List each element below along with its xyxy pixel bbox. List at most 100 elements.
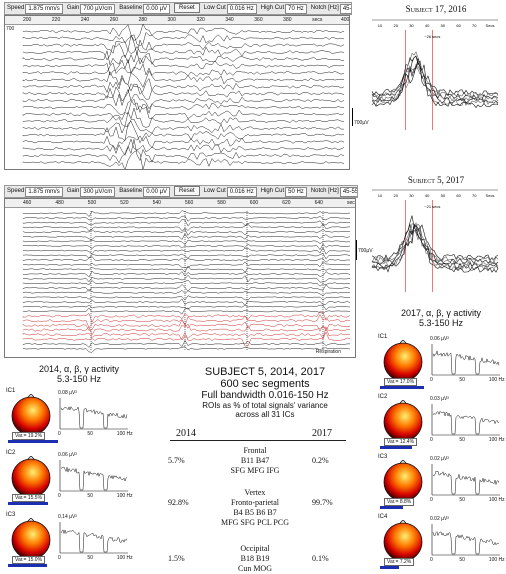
ruler-tick: secs [312,17,323,23]
eeg-trace [22,42,345,61]
spectrum-scale: 0.14 µV² [58,514,78,520]
eeg-trace [22,323,351,336]
time-tick: 50 [441,193,446,198]
scalp-map [383,460,423,502]
roi-subname: Fronto-parietal [231,498,279,507]
ic-label: IC1 [378,334,388,340]
notch-select[interactable]: 45-55 & 95-105 [339,3,351,14]
spectrum-scale: 0.06 µV² [58,452,78,458]
baseline-control[interactable]: Baseline 0.00 µV [119,3,171,14]
notch-select-2[interactable]: 45-55 & 95-105 [339,186,357,197]
speed-select[interactable]: 1.875 mm/s [25,3,63,14]
waveform-trace [371,63,499,103]
spectrum-axis-label: 50 [459,377,465,383]
baseline-input[interactable]: 0.00 µV [143,3,171,14]
eeg-trace [22,261,351,269]
ruler-tick: 600 [249,200,259,206]
time-tick: 20 [393,23,398,28]
ic-item: IC4 Var.= 7.2% 0.02 µV² 0 50 100 Hz [378,514,506,574]
variance-label: Var.= 8.8% [384,498,415,506]
ruler-tick: 360 [254,17,263,23]
notch-control[interactable]: Notch [Hz]45-55 & 95-105 [311,3,351,14]
top-eeg-traces [22,23,345,169]
spectrum-axis-label: 100 Hz [488,497,505,503]
roi-name: Frontal [243,446,267,455]
lowcut-control[interactable]: Low Cut 0.016 Hz [204,3,257,14]
time-tick: 60 [456,193,461,198]
eeg-trace [22,339,350,348]
eeg-trace [22,223,351,232]
speed-control[interactable]: Speed 1.875 mm/s [7,3,63,14]
subject17-title: Subject 17, 2016 [405,4,467,14]
gain-control-2[interactable]: Gain 300 µV/cm [67,186,116,197]
highcut-control[interactable]: High Cut 70 Hz [261,3,307,14]
scalp-map [383,400,423,442]
power-spectrum [431,404,500,436]
ic-item: IC2 Var.= 15.5% 0.06 µV² 0 50 100 Hz [6,450,134,512]
scalp-map [11,394,51,436]
bottom-eeg-viewer[interactable]: 460 480 500 520 540 560 580 600 620 640 secs Respi… [4,198,356,358]
subject5-waveforms: 10 20 30 40 50 60 70 Secs ~21 secs [371,189,499,292]
variance-bar [380,566,399,569]
col-2017: 2017 [312,428,332,439]
eeg-trace [22,23,345,41]
spectrum-axis-label: 100 Hz [488,377,505,383]
time-tick: 70 [472,193,477,198]
gain-select[interactable]: 700 µV/cm [80,3,116,14]
ic-label: IC3 [6,512,16,518]
ruler-tick: 280 [138,17,147,23]
baseline-control-2[interactable]: Baseline 0.00 µV [119,186,171,197]
eeg-trace [22,88,345,110]
spectrum-axis-label: 100 Hz [116,431,133,437]
highcut-select[interactable]: 70 Hz [285,3,307,14]
speed-select-2[interactable]: 1.875 mm/s [25,186,63,197]
highcut-select-2[interactable]: 50 Hz [285,186,307,197]
ruler-tick: 520 [120,200,129,206]
waveform-trace [371,55,499,96]
ruler-tick: 620 [282,200,291,206]
eeg-trace [22,120,345,144]
roi-name: Occipital [240,544,270,553]
waveform-trace [371,62,499,109]
subject5-plot: 10 20 30 40 50 60 70 Secs ~21 secs [368,186,502,296]
spectrum-axis-label: 50 [87,493,93,499]
waveform-trace [371,223,499,265]
power-spectrum [431,344,500,376]
ic-item: IC1 Var.= 19.2% 0.08 µV² 0 50 100 Hz [6,388,134,450]
top-toolbar: Speed 1.875 mm/s Gain 700 µV/cm Baseline 0.… [4,2,352,15]
eeg-trace [22,346,351,353]
ruler-tick: 260 [109,17,119,23]
gain-control[interactable]: Gain 700 µV/cm [67,3,116,14]
spectrum-scale: 0.02 µV² [430,516,450,522]
highcut-control-2[interactable]: High Cut 50 Hz [261,186,307,197]
ruler-tick: 400 [341,17,350,23]
waveform-trace [371,215,499,261]
spectrum-axis-label: 100 Hz [116,555,133,561]
top-corner-label: 700 [6,26,15,32]
ruler-tick: 540 [152,200,161,206]
bottom-toolbar: Speed 1.875 mm/s Gain 300 µV/cm Baseline 0.… [4,185,358,198]
baseline-input-2[interactable]: 0.00 µV [143,186,171,197]
lowcut-control-2[interactable]: Low Cut 0.016 Hz [204,186,257,197]
power-spectrum [431,524,500,556]
roi-2014-value: 92.8% [168,498,189,507]
eeg-trace [22,304,351,311]
reset-button[interactable]: Reset [174,3,200,13]
lowcut-select[interactable]: 0.016 Hz [226,3,257,14]
eeg-trace [22,307,351,315]
right-ic-title: 2017, α, β, γ activity 5.3-150 Hz [401,308,481,328]
top-eeg-viewer[interactable]: 200 220 240 260 280 300 320 340 360 380 secs 400 70… [4,15,350,170]
reset-button-2[interactable]: Reset [174,186,200,196]
top-scale-bar: 700µV [350,108,372,128]
eeg-trace [22,239,351,245]
variance-bar [8,564,47,567]
speed-control-2[interactable]: Speed 1.875 mm/s [7,186,63,197]
eeg-trace [22,210,351,218]
lowcut-select-2[interactable]: 0.016 Hz [226,186,257,197]
gain-select-2[interactable]: 300 µV/cm [80,186,116,197]
eeg-trace [22,298,351,306]
scalp-map [11,456,51,498]
eeg-trace [22,118,345,134]
notch-control-2[interactable]: Notch [Hz]45-55 & 95-105 [311,186,357,197]
ruler-tick: 640 [314,200,323,206]
